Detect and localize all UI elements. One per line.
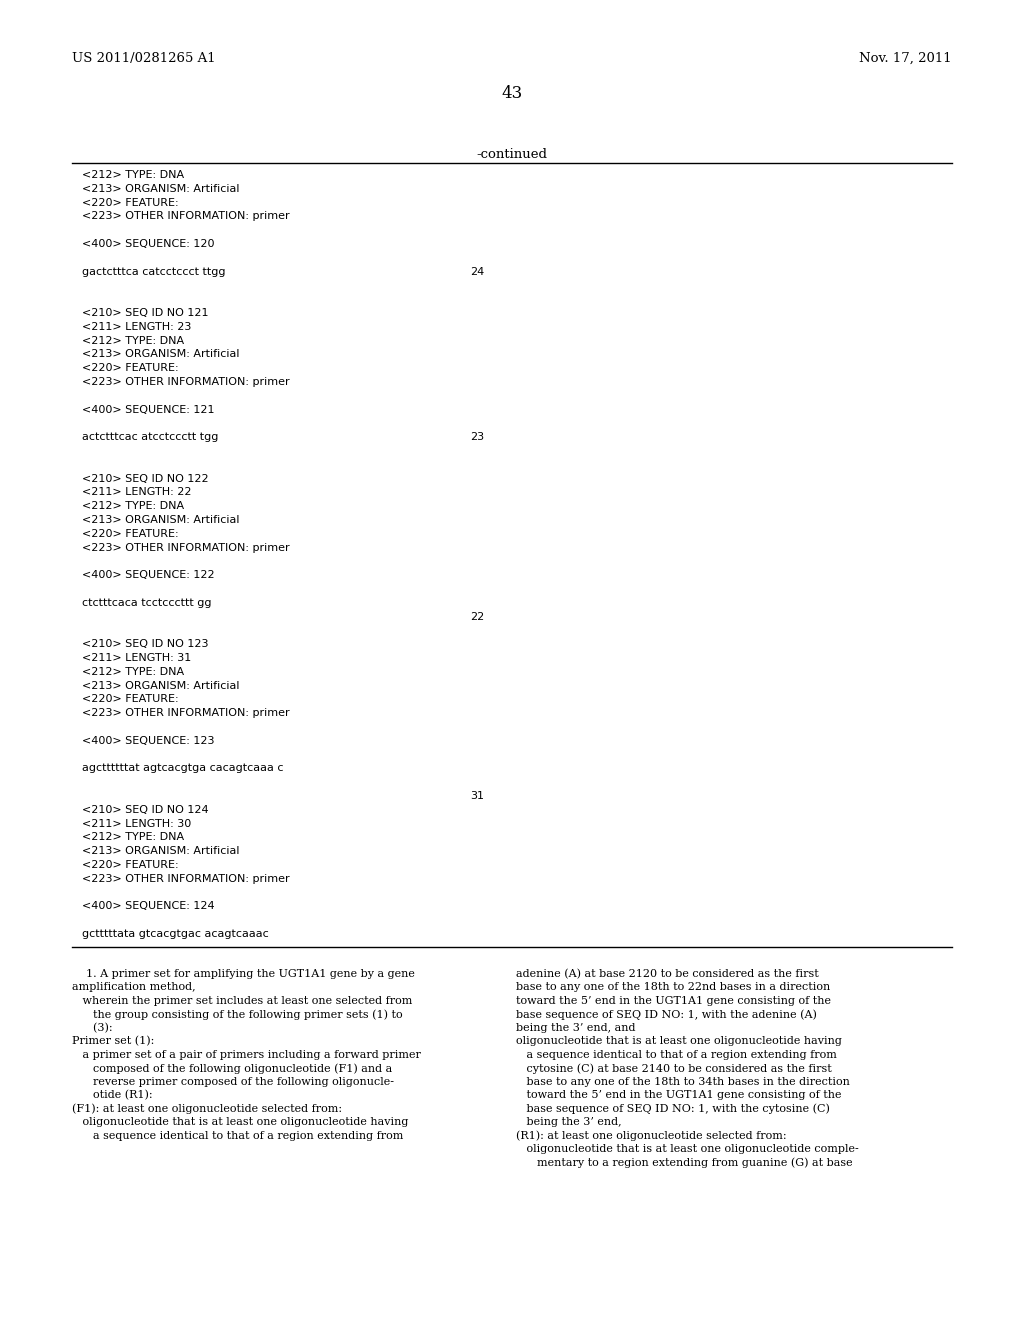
- Text: oligonucleotide that is at least one oligonucleotide comple-: oligonucleotide that is at least one oli…: [516, 1144, 859, 1154]
- Text: (3):: (3):: [72, 1023, 113, 1034]
- Text: <212> TYPE: DNA: <212> TYPE: DNA: [82, 833, 184, 842]
- Text: <212> TYPE: DNA: <212> TYPE: DNA: [82, 667, 184, 677]
- Text: <210> SEQ ID NO 124: <210> SEQ ID NO 124: [82, 805, 209, 814]
- Text: agcttttttat agtcacgtga cacagtcaaa c: agcttttttat agtcacgtga cacagtcaaa c: [82, 763, 284, 774]
- Text: <223> OTHER INFORMATION: primer: <223> OTHER INFORMATION: primer: [82, 709, 290, 718]
- Text: <211> LENGTH: 31: <211> LENGTH: 31: [82, 653, 191, 663]
- Text: <211> LENGTH: 22: <211> LENGTH: 22: [82, 487, 191, 498]
- Text: composed of the following oligonucleotide (F1) and a: composed of the following oligonucleotid…: [72, 1064, 392, 1074]
- Text: 43: 43: [502, 84, 522, 102]
- Text: amplification method,: amplification method,: [72, 982, 196, 993]
- Text: <223> OTHER INFORMATION: primer: <223> OTHER INFORMATION: primer: [82, 378, 290, 387]
- Text: 22: 22: [470, 611, 484, 622]
- Text: <220> FEATURE:: <220> FEATURE:: [82, 694, 178, 705]
- Text: US 2011/0281265 A1: US 2011/0281265 A1: [72, 51, 216, 65]
- Text: <220> FEATURE:: <220> FEATURE:: [82, 198, 178, 207]
- Text: oligonucleotide that is at least one oligonucleotide having: oligonucleotide that is at least one oli…: [72, 1117, 409, 1127]
- Text: <400> SEQUENCE: 121: <400> SEQUENCE: 121: [82, 405, 214, 414]
- Text: <212> TYPE: DNA: <212> TYPE: DNA: [82, 170, 184, 180]
- Text: <220> FEATURE:: <220> FEATURE:: [82, 529, 178, 539]
- Text: wherein the primer set includes at least one selected from: wherein the primer set includes at least…: [72, 995, 413, 1006]
- Text: 1. A primer set for amplifying the UGT1A1 gene by a gene: 1. A primer set for amplifying the UGT1A…: [72, 969, 415, 979]
- Text: <220> FEATURE:: <220> FEATURE:: [82, 363, 178, 374]
- Text: <210> SEQ ID NO 121: <210> SEQ ID NO 121: [82, 308, 209, 318]
- Text: <213> ORGANISM: Artificial: <213> ORGANISM: Artificial: [82, 515, 240, 525]
- Text: ctctttcaca tcctcccttt gg: ctctttcaca tcctcccttt gg: [82, 598, 212, 607]
- Text: the group consisting of the following primer sets (1) to: the group consisting of the following pr…: [72, 1010, 402, 1020]
- Text: base sequence of SEQ ID NO: 1, with the adenine (A): base sequence of SEQ ID NO: 1, with the …: [516, 1010, 817, 1020]
- Text: Primer set (1):: Primer set (1):: [72, 1036, 155, 1047]
- Text: a sequence identical to that of a region extending from: a sequence identical to that of a region…: [516, 1049, 837, 1060]
- Text: a sequence identical to that of a region extending from: a sequence identical to that of a region…: [72, 1131, 403, 1140]
- Text: actctttcac atcctccctt tgg: actctttcac atcctccctt tgg: [82, 432, 218, 442]
- Text: a primer set of a pair of primers including a forward primer: a primer set of a pair of primers includ…: [72, 1049, 421, 1060]
- Text: gctttttata gtcacgtgac acagtcaaac: gctttttata gtcacgtgac acagtcaaac: [82, 929, 268, 939]
- Text: <400> SEQUENCE: 120: <400> SEQUENCE: 120: [82, 239, 214, 249]
- Text: base sequence of SEQ ID NO: 1, with the cytosine (C): base sequence of SEQ ID NO: 1, with the …: [516, 1104, 829, 1114]
- Text: <220> FEATURE:: <220> FEATURE:: [82, 861, 178, 870]
- Text: toward the 5’ end in the UGT1A1 gene consisting of the: toward the 5’ end in the UGT1A1 gene con…: [516, 995, 831, 1006]
- Text: <211> LENGTH: 23: <211> LENGTH: 23: [82, 322, 191, 331]
- Text: toward the 5’ end in the UGT1A1 gene consisting of the: toward the 5’ end in the UGT1A1 gene con…: [516, 1090, 842, 1101]
- Text: <213> ORGANISM: Artificial: <213> ORGANISM: Artificial: [82, 350, 240, 359]
- Text: <223> OTHER INFORMATION: primer: <223> OTHER INFORMATION: primer: [82, 211, 290, 222]
- Text: -continued: -continued: [476, 148, 548, 161]
- Text: oligonucleotide that is at least one oligonucleotide having: oligonucleotide that is at least one oli…: [516, 1036, 842, 1047]
- Text: <213> ORGANISM: Artificial: <213> ORGANISM: Artificial: [82, 183, 240, 194]
- Text: cytosine (C) at base 2140 to be considered as the first: cytosine (C) at base 2140 to be consider…: [516, 1064, 831, 1074]
- Text: <211> LENGTH: 30: <211> LENGTH: 30: [82, 818, 191, 829]
- Text: <400> SEQUENCE: 124: <400> SEQUENCE: 124: [82, 902, 215, 911]
- Text: 31: 31: [470, 791, 484, 801]
- Text: <210> SEQ ID NO 123: <210> SEQ ID NO 123: [82, 639, 209, 649]
- Text: Nov. 17, 2011: Nov. 17, 2011: [859, 51, 952, 65]
- Text: <212> TYPE: DNA: <212> TYPE: DNA: [82, 502, 184, 511]
- Text: adenine (A) at base 2120 to be considered as the first: adenine (A) at base 2120 to be considere…: [516, 969, 819, 979]
- Text: <213> ORGANISM: Artificial: <213> ORGANISM: Artificial: [82, 846, 240, 857]
- Text: <213> ORGANISM: Artificial: <213> ORGANISM: Artificial: [82, 681, 240, 690]
- Text: (R1): at least one oligonucleotide selected from:: (R1): at least one oligonucleotide selec…: [516, 1131, 786, 1142]
- Text: base to any one of the 18th to 34th bases in the direction: base to any one of the 18th to 34th base…: [516, 1077, 850, 1086]
- Text: gactctttca catcctccct ttgg: gactctttca catcctccct ttgg: [82, 267, 225, 277]
- Text: <223> OTHER INFORMATION: primer: <223> OTHER INFORMATION: primer: [82, 874, 290, 884]
- Text: <210> SEQ ID NO 122: <210> SEQ ID NO 122: [82, 474, 209, 483]
- Text: <400> SEQUENCE: 122: <400> SEQUENCE: 122: [82, 570, 215, 581]
- Text: base to any one of the 18th to 22nd bases in a direction: base to any one of the 18th to 22nd base…: [516, 982, 830, 993]
- Text: 24: 24: [470, 267, 484, 277]
- Text: <223> OTHER INFORMATION: primer: <223> OTHER INFORMATION: primer: [82, 543, 290, 553]
- Text: <400> SEQUENCE: 123: <400> SEQUENCE: 123: [82, 735, 214, 746]
- Text: being the 3’ end,: being the 3’ end,: [516, 1117, 622, 1127]
- Text: otide (R1):: otide (R1):: [72, 1090, 153, 1101]
- Text: mentary to a region extending from guanine (G) at base: mentary to a region extending from guani…: [516, 1158, 853, 1168]
- Text: 23: 23: [470, 432, 484, 442]
- Text: reverse primer composed of the following oligonucle-: reverse primer composed of the following…: [72, 1077, 394, 1086]
- Text: <212> TYPE: DNA: <212> TYPE: DNA: [82, 335, 184, 346]
- Text: (F1): at least one oligonucleotide selected from:: (F1): at least one oligonucleotide selec…: [72, 1104, 342, 1114]
- Text: being the 3’ end, and: being the 3’ end, and: [516, 1023, 636, 1032]
